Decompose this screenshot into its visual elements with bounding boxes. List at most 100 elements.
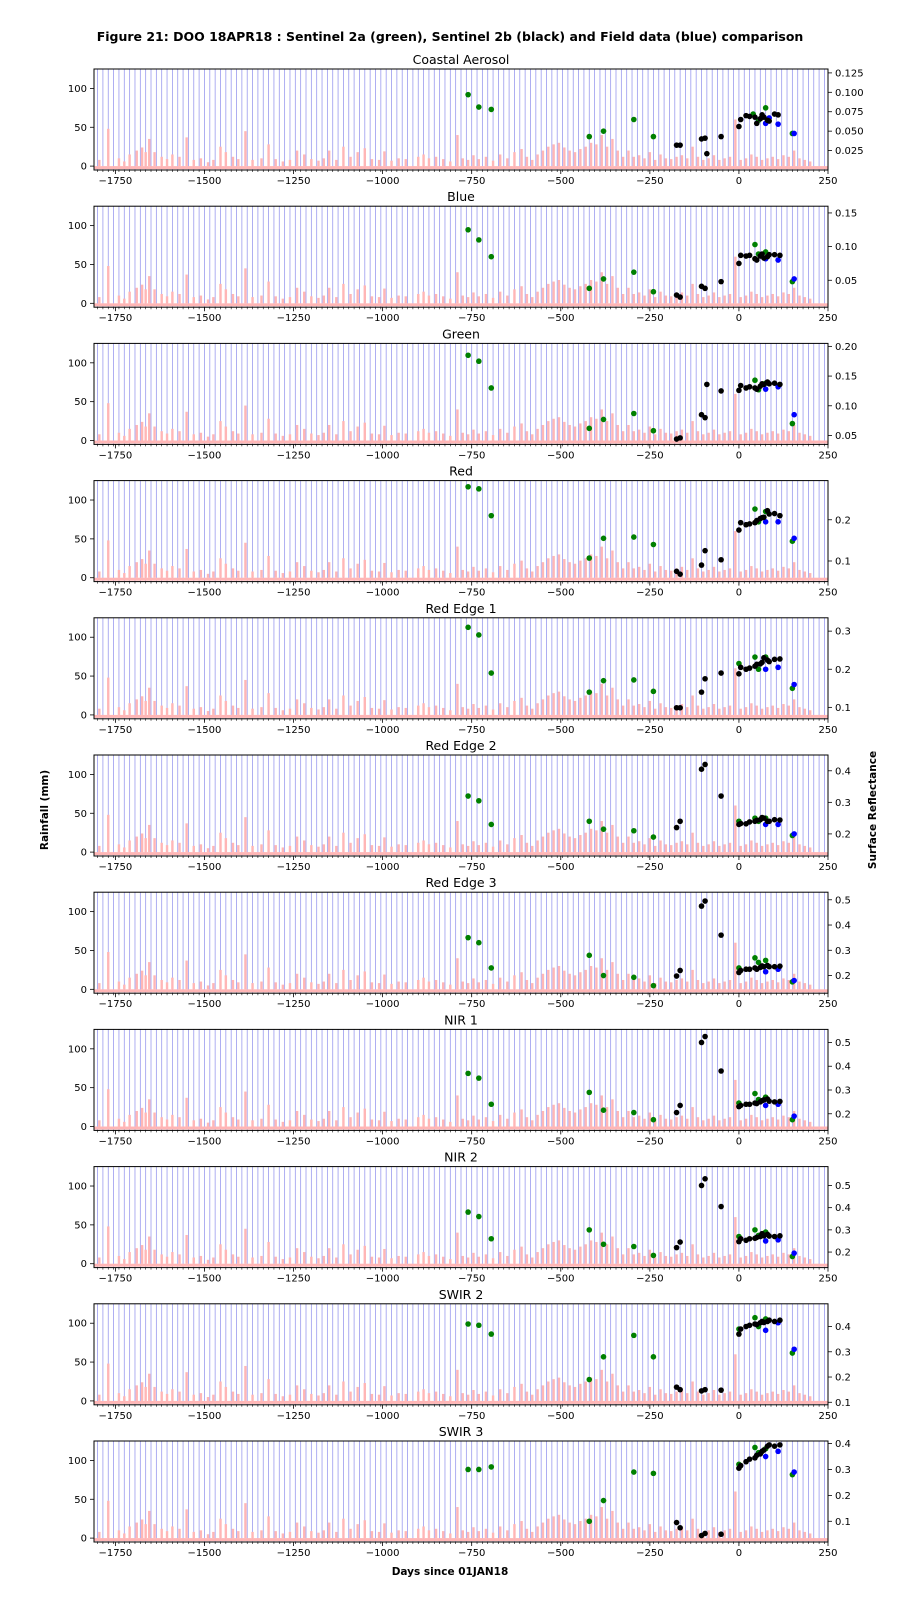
x-tick-label: 250 <box>818 1136 837 1147</box>
rainfall-bar <box>456 1369 459 1401</box>
rainfall-bar <box>627 1248 630 1264</box>
x-tick-label: −1250 <box>277 176 311 187</box>
rainfall-bar <box>707 158 710 167</box>
rainfall-bar <box>171 1389 174 1401</box>
rainfall-bar <box>498 1114 502 1127</box>
rainfall-bar <box>670 1256 673 1264</box>
rainfall-bar <box>185 960 188 990</box>
rainfall-bar <box>702 845 705 853</box>
rainfall-bar <box>107 952 110 990</box>
rainfall-bar <box>472 1115 475 1127</box>
rainfall-bar <box>491 709 495 715</box>
rainfall-bar <box>605 1518 609 1539</box>
rainfall-bar <box>498 977 502 990</box>
rainfall-bar <box>782 155 785 167</box>
rainfall-bar <box>267 830 270 853</box>
rainfall-bar <box>584 1107 587 1127</box>
rainfall-bar <box>707 1118 710 1127</box>
sentinel-2a-point <box>465 226 471 233</box>
x-tick-label: −1500 <box>188 1411 222 1422</box>
rainfall-bar <box>691 558 694 578</box>
rainfall-bar <box>611 550 614 578</box>
rainfall-bar <box>787 1254 791 1264</box>
rainfall-bar <box>295 836 299 853</box>
rainfall-bar <box>755 293 758 304</box>
rainfall-bar <box>274 1119 277 1127</box>
rainfall-bar <box>541 836 545 853</box>
rainfall-bar <box>664 1393 668 1401</box>
sentinel-2b-point <box>777 1233 783 1239</box>
sentinel-2b-point <box>737 820 744 827</box>
rainfall-bar <box>771 293 774 304</box>
rainfall-bar <box>621 1254 625 1264</box>
rainfall-bar <box>600 821 603 853</box>
rainfall-bar <box>98 1120 101 1127</box>
rainfall-bar <box>281 298 285 304</box>
rainfall-bar <box>160 1528 163 1539</box>
sentinel-2b-point <box>777 252 783 259</box>
rainfall-bar <box>140 1519 144 1539</box>
rainfall-bar <box>675 1528 678 1539</box>
rainfall-bar <box>557 554 561 578</box>
rainfall-bar <box>427 844 431 853</box>
rainfall-bar <box>584 832 587 853</box>
rainfall-bar <box>461 432 464 441</box>
sentinel-2b-point <box>771 1233 778 1240</box>
rainfall-bar <box>691 832 694 853</box>
rainfall-bar <box>206 848 210 853</box>
rainfall-bar <box>484 1528 488 1539</box>
rainfall-bar <box>295 1248 299 1264</box>
sentinel-2b-point <box>771 656 778 663</box>
rainfall-bar <box>616 150 619 167</box>
sentinel-2b-point <box>698 1039 705 1046</box>
reflectance-tick-label: 0.5 <box>835 1038 851 1049</box>
x-tick-label: −250 <box>636 176 663 187</box>
rainfall-bar <box>178 568 181 578</box>
rainfall-bar <box>441 433 445 441</box>
rainfall-bar <box>531 297 534 304</box>
sentinel-2b-point <box>673 1109 680 1116</box>
rainfall-bar <box>484 293 488 304</box>
rainfall-bar <box>771 1117 774 1127</box>
rainfall-bar <box>199 1118 203 1127</box>
rainfall-bar <box>531 434 534 441</box>
rainfall-bar <box>219 421 222 441</box>
rainfall-bar <box>771 431 774 441</box>
rainfall-bar <box>648 838 652 853</box>
rainfall-bar <box>185 548 188 578</box>
panel-title: SWIR 2 <box>439 1287 484 1302</box>
rainfall-bar <box>787 431 791 441</box>
rainfall-bar <box>686 158 689 167</box>
rainfall-bar <box>117 1255 121 1264</box>
sentinel-2b-point <box>777 381 783 388</box>
rainfall-bar <box>648 289 652 304</box>
days-axis-label: Days since 01JAN18 <box>392 1566 509 1578</box>
rainfall-bar <box>148 1510 151 1539</box>
rainfall-bar <box>219 695 222 715</box>
rainfall-bar <box>417 979 420 990</box>
rainfall-bar <box>648 1524 652 1539</box>
field-point <box>791 1113 797 1119</box>
rainfall-bar <box>525 1254 529 1264</box>
rainfall-bar <box>506 295 509 304</box>
rainfall-bar <box>160 156 163 167</box>
rainfall-bar <box>206 436 210 441</box>
rainfall-bar <box>696 1254 700 1264</box>
rainfall-bar <box>723 707 726 715</box>
rainfall-bar <box>185 1509 188 1539</box>
sentinel-2a-point <box>476 632 482 638</box>
rainfall-bar <box>557 1240 561 1264</box>
rainfall-bar <box>621 431 625 441</box>
rainfall-bar <box>178 156 181 167</box>
rainfall-bar <box>461 569 464 578</box>
rainfall-bar <box>397 569 400 578</box>
rainfall-bar <box>327 424 331 441</box>
rainfall-bar <box>160 979 163 990</box>
rainfall-bar <box>185 823 188 853</box>
rainfall-bar <box>135 836 138 853</box>
rainfall-bar <box>322 158 326 167</box>
rainfall-bar <box>547 969 550 990</box>
rainfall-bar <box>461 707 464 715</box>
rainfall-bar <box>755 1391 758 1401</box>
rainfall-bar <box>808 1396 812 1401</box>
